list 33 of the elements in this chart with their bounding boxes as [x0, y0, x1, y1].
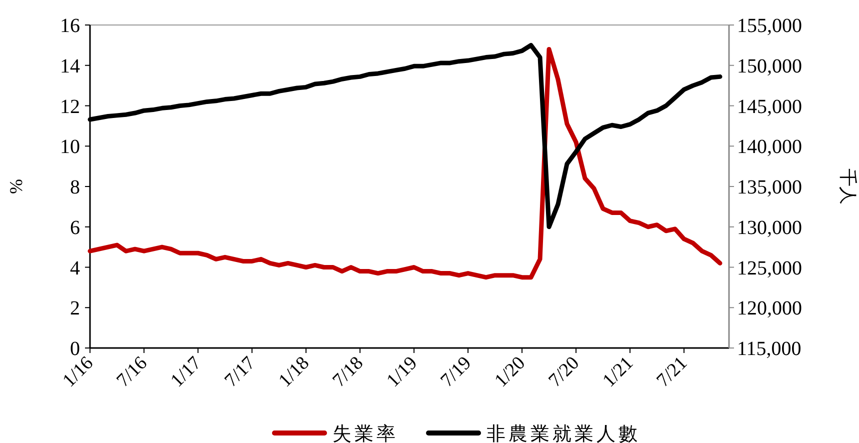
y-tick-label: 0 [70, 338, 80, 360]
y-tick-label: 4 [70, 257, 80, 280]
y2-tick-label: 145,000 [737, 96, 802, 118]
y2-tick-label: 125,000 [737, 257, 802, 280]
x-tick-label: 1/17 [166, 352, 206, 392]
y-tick-label: 10 [60, 136, 80, 158]
y2-tick-label: 140,000 [737, 136, 802, 158]
y2-tick-label: 150,000 [737, 55, 802, 78]
y2-tick-label: 130,000 [737, 216, 802, 239]
x-tick-label: 7/16 [112, 352, 152, 392]
y-tick-label: 6 [70, 216, 80, 239]
x-tick-label: 1/18 [274, 352, 314, 392]
x-tick-label: 1/21 [598, 352, 638, 392]
y2-tick-label: 155,000 [737, 15, 802, 37]
y2-tick-label: 115,000 [737, 338, 802, 360]
x-tick-label: 7/17 [220, 352, 260, 392]
x-tick-label: 1/19 [382, 352, 422, 392]
y2-tick-label: 135,000 [737, 176, 802, 198]
y-tick-label: 12 [60, 96, 80, 118]
legend-label: 非農業就業人數 [486, 424, 640, 443]
x-tick-label: 1/20 [490, 352, 530, 392]
legend-label: 失業率 [332, 423, 398, 443]
y-axis-title: % [6, 179, 26, 194]
y2-tick-label: 120,000 [737, 298, 802, 320]
y-tick-label: 2 [70, 298, 80, 320]
y2-axis-title: 千人 [838, 168, 858, 204]
y-tick-label: 16 [60, 15, 80, 37]
x-tick-label: 7/20 [544, 352, 584, 392]
y-tick-label: 8 [70, 176, 80, 198]
x-tick-label: 7/19 [436, 352, 476, 392]
x-tick-label: 7/18 [328, 352, 368, 392]
y-tick-label: 14 [60, 55, 80, 78]
x-tick-label: 7/21 [652, 352, 692, 392]
